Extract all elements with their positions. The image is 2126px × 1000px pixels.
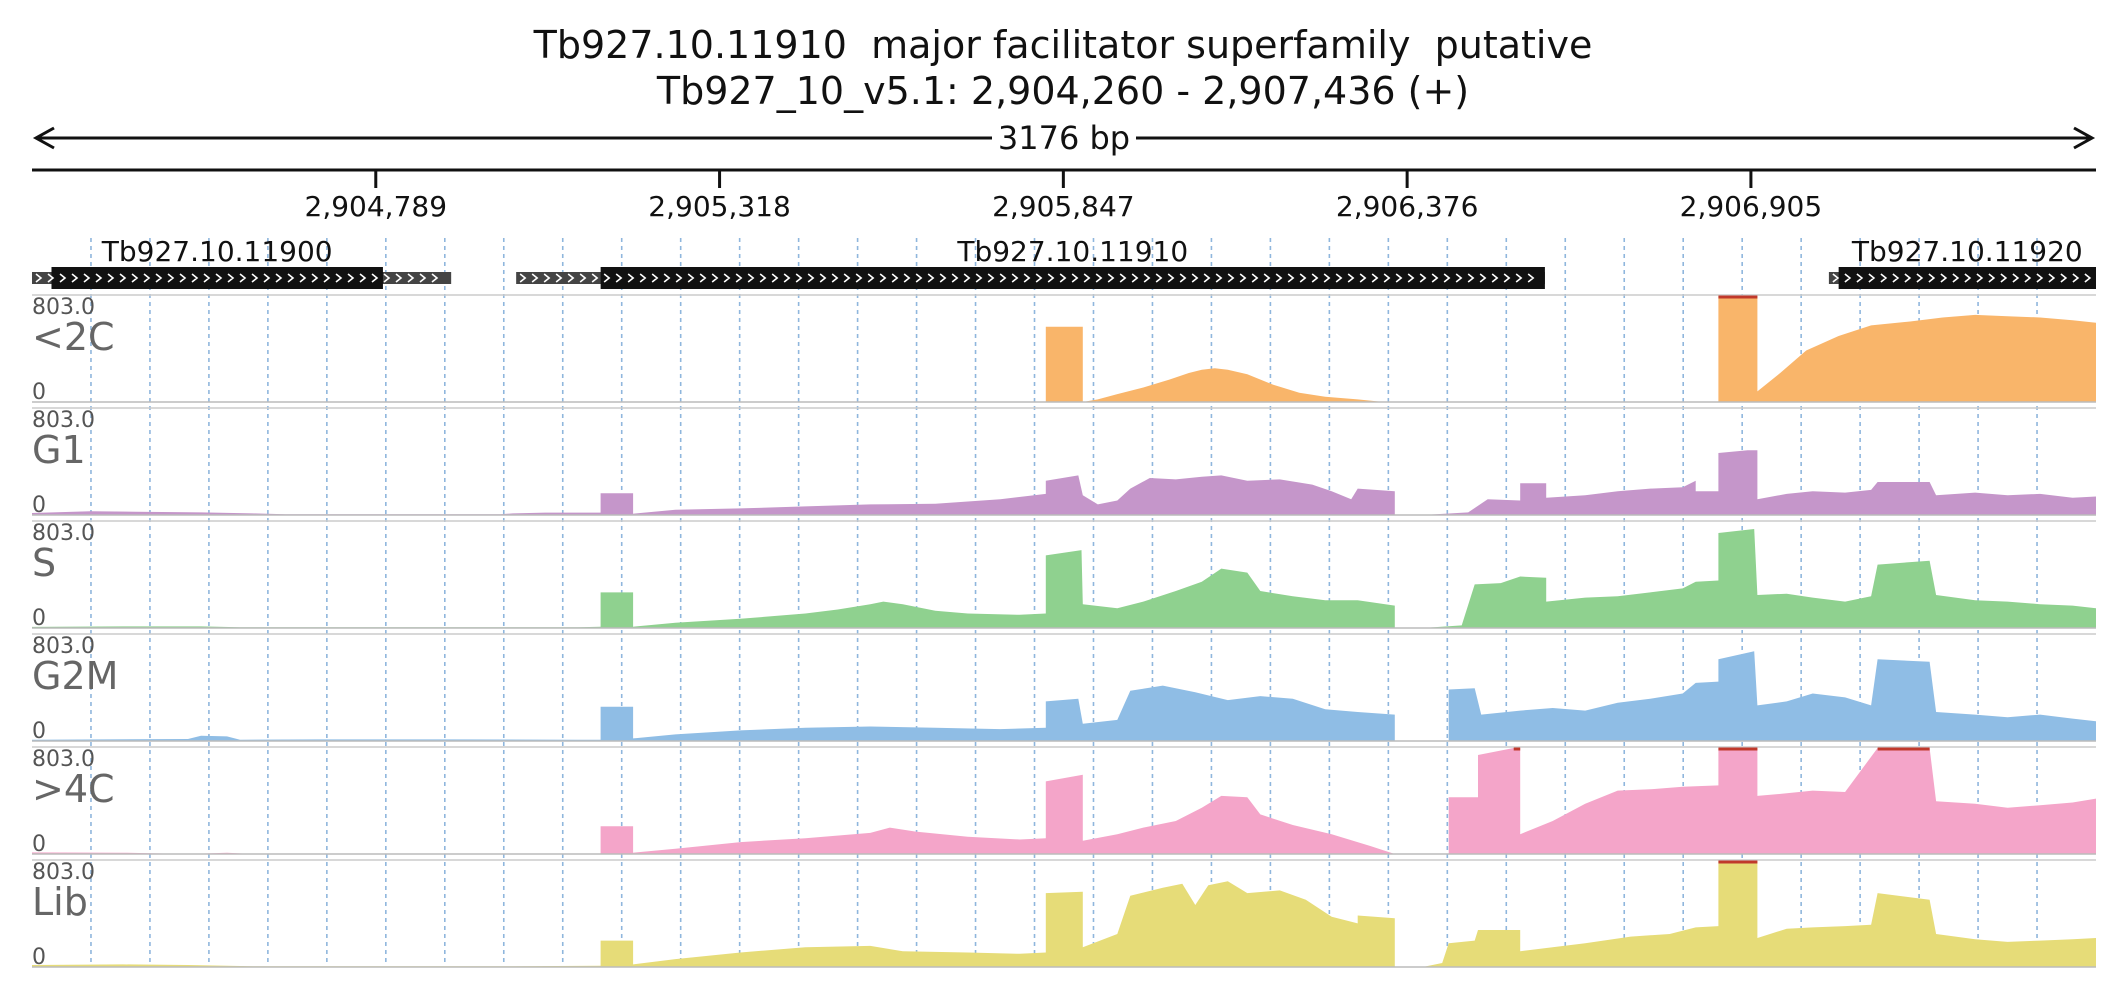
strand-arrows-icon: [35, 273, 439, 283]
coverage-area: [32, 526, 2096, 628]
axis-tick-label: 2,905,847: [992, 190, 1135, 223]
axis-tick-label: 2,904,789: [305, 190, 448, 223]
coverage-area: [32, 296, 2096, 402]
coverage-track: 803.0 0 G1: [32, 407, 2096, 518]
gene-model: Tb927.10.11920: [1828, 235, 2096, 289]
coverage-area: [32, 861, 2096, 967]
y-min-label: 0: [32, 493, 46, 518]
axis-tick-label: 2,906,376: [1336, 190, 1479, 223]
gene-cds: [1838, 267, 2096, 289]
y-min-label: 0: [32, 380, 46, 405]
y-max-label: 803.0: [32, 747, 95, 772]
coverage-track: 803.0 0 <2C: [32, 294, 2096, 405]
scale-label: 3176 bp: [998, 119, 1130, 157]
gene-label: Tb927.10.11910: [956, 235, 1188, 268]
gene-model: Tb927.10.11910: [516, 235, 1545, 289]
coverage-area: [32, 748, 2096, 854]
strand-arrows-icon: [1832, 273, 2092, 283]
y-min-label: 0: [32, 832, 46, 857]
gene-label: Tb927.10.11920: [1851, 235, 2083, 268]
y-min-label: 0: [32, 719, 46, 744]
chart-title: Tb927.10.11910 major facilitator superfa…: [533, 23, 1593, 67]
gene-cds: [51, 267, 383, 289]
scale-arrow-left-icon: [32, 126, 55, 150]
strand-arrows-icon: [519, 273, 1535, 283]
gene-label: Tb927.10.11900: [101, 235, 333, 268]
chart-subtitle: Tb927_10_v5.1: 2,904,260 - 2,907,436 (+): [656, 69, 1470, 113]
y-max-label: 803.0: [32, 295, 95, 320]
y-max-label: 803.0: [32, 634, 95, 659]
coverage-track: 803.0 0 S: [32, 520, 2096, 631]
y-max-label: 803.0: [32, 860, 95, 885]
track-name: G1: [32, 428, 86, 472]
track-name: <2C: [32, 315, 115, 359]
track-name: Lib: [32, 880, 88, 924]
gene-model: Tb927.10.11900: [32, 235, 452, 289]
y-min-label: 0: [32, 606, 46, 631]
coverage-track: 803.0 0 Lib: [32, 859, 2096, 970]
y-max-label: 803.0: [32, 521, 95, 546]
y-min-label: 0: [32, 945, 46, 970]
axis-tick-label: 2,905,318: [648, 190, 791, 223]
axis-tick-label: 2,906,905: [1680, 190, 1823, 223]
coverage-track: 803.0 0 >4C: [32, 746, 2096, 857]
chart-header: Tb927.10.11910 major facilitator superfa…: [0, 22, 2126, 114]
track-name: G2M: [32, 654, 118, 698]
track-name: >4C: [32, 767, 115, 811]
scale-label-bg: [992, 118, 1136, 156]
y-max-label: 803.0: [32, 408, 95, 433]
gene-cds: [600, 267, 1545, 289]
coverage-area: [32, 450, 2096, 515]
coverage-track: 803.0 0 G2M: [32, 633, 2096, 744]
track-name: S: [32, 541, 56, 585]
scale-arrow-right-icon: [2073, 126, 2096, 150]
coverage-area: [32, 651, 2096, 741]
